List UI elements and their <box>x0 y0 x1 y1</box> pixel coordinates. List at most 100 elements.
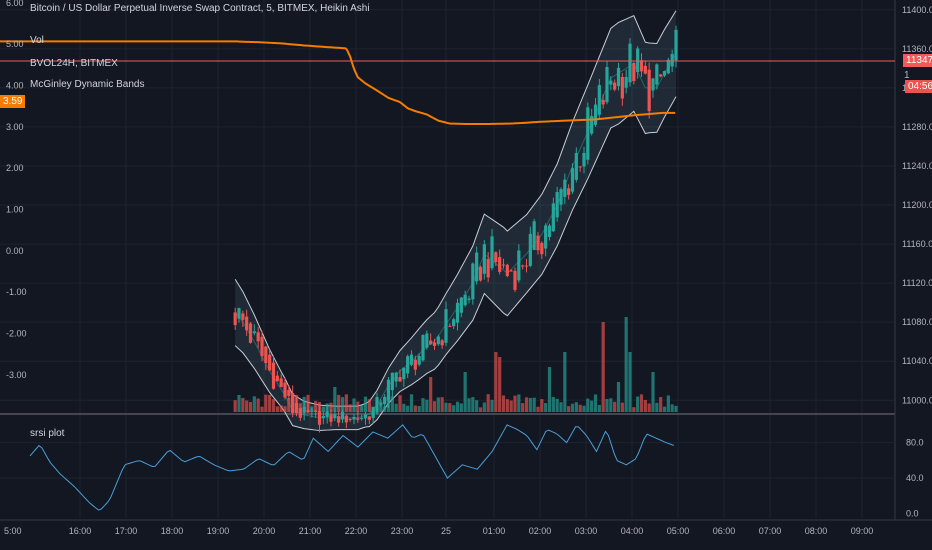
left-tick-label-5: 1.00 <box>6 205 24 215</box>
volume-bar-70 <box>501 395 506 412</box>
symbol-title[interactable]: Bitcoin / US Dollar Perpetual Inverse Sw… <box>30 3 370 14</box>
right-tick-label-9: 11360.0 <box>902 44 932 54</box>
x-tick-label-8: 25 <box>441 526 451 536</box>
candle-body-88 <box>570 168 575 192</box>
volume-bar-54 <box>440 397 444 412</box>
candle-body-45 <box>406 356 410 374</box>
candle-body-80 <box>540 242 544 255</box>
x-tick-label-partial: 5:00 <box>4 526 22 536</box>
mcginley-dynamic-bands <box>234 10 677 432</box>
candle-body-61 <box>467 298 471 300</box>
left-tick-label-6: 0.00 <box>6 246 24 256</box>
candle-body-15 <box>291 392 295 414</box>
volume-bar-31 <box>352 398 356 412</box>
legend-vol[interactable]: Vol <box>30 35 44 46</box>
volume-bar-29 <box>344 394 348 412</box>
candle-body-104 <box>632 63 636 82</box>
candle-body-92 <box>586 107 590 160</box>
candle-body-43 <box>398 377 402 382</box>
candle-body-35 <box>367 416 371 420</box>
volume-bar-35 <box>367 399 371 412</box>
volume-bar-14 <box>287 398 291 412</box>
candle-body-26 <box>333 414 337 419</box>
left-tick-label-1: 5.00 <box>6 39 24 49</box>
candle-body-7 <box>260 336 264 357</box>
volume-bar-8 <box>264 394 268 412</box>
x-tick-label-15: 07:00 <box>759 526 782 536</box>
band-fill <box>235 10 676 431</box>
volume-bar-61 <box>467 398 471 412</box>
x-tick-label-5: 21:00 <box>299 526 322 536</box>
candle-body-29 <box>344 415 348 423</box>
candle-body-62 <box>471 263 475 300</box>
volume-bar-77 <box>528 397 532 412</box>
volume-bar-3 <box>245 400 249 412</box>
candle-body-30 <box>348 419 352 421</box>
candle-body-56 <box>448 325 452 327</box>
candle-body-11 <box>275 375 279 382</box>
volume-bar-110 <box>655 402 659 412</box>
candle-body-3 <box>245 316 249 331</box>
candle-body-76 <box>524 265 529 267</box>
right-tick-label-2: 11080.0 <box>902 317 932 327</box>
volume-bar-87 <box>567 406 571 412</box>
axes: 11000.0 11040.0 11080.0 11120.0 11160.0 11200… <box>4 0 932 536</box>
candle-body-48 <box>417 355 421 365</box>
volume-bar-50 <box>425 399 429 412</box>
candle-body-69 <box>498 257 502 272</box>
volume-bar-79 <box>536 406 540 412</box>
last-price-badge: 11347.5 <box>903 54 932 67</box>
volume-bar-98 <box>609 398 613 412</box>
candle-body-9 <box>268 354 272 371</box>
band-lower <box>234 96 677 432</box>
volume-bar-91 <box>582 405 586 412</box>
volume-bar-12 <box>279 405 283 412</box>
candle-body-103 <box>628 43 632 83</box>
volume-bar-69 <box>498 357 502 412</box>
volume-bar-100 <box>616 382 621 412</box>
candle-body-5 <box>252 331 256 334</box>
volume-bar-90 <box>578 404 582 412</box>
legend-srsi[interactable]: srsi plot <box>30 428 65 439</box>
volume-bar-51 <box>429 377 433 412</box>
candle-body-74 <box>517 250 521 281</box>
candle-body-42 <box>394 372 398 382</box>
volume-bar-82 <box>547 367 552 412</box>
candle-body-31 <box>352 416 356 420</box>
volume-bar-27 <box>337 394 341 412</box>
candle-body-12 <box>279 378 283 387</box>
x-tick-label-16: 08:00 <box>805 526 828 536</box>
volume-bar-89 <box>574 402 578 412</box>
candle-body-22 <box>317 411 322 425</box>
volume-bar-64 <box>478 407 483 412</box>
volume-bar-97 <box>605 398 609 412</box>
left-tick-label-4: 2.00 <box>6 163 24 173</box>
volume-bar-74 <box>517 394 521 412</box>
candle-body-108 <box>647 69 651 112</box>
x-tick-label-7: 23:00 <box>391 526 414 536</box>
volume-bar-109 <box>651 372 655 412</box>
volume-bar-43 <box>398 395 402 412</box>
right-tick-label-10: 11400.0 <box>902 5 932 15</box>
candle-body-50 <box>425 333 429 348</box>
candle-body-21 <box>314 410 318 412</box>
x-tick-label-3: 19:00 <box>207 526 230 536</box>
left-tick-label-2: 4.00 <box>6 81 24 91</box>
volume-bar-33 <box>360 405 364 412</box>
heikin-ashi-candles <box>233 25 678 433</box>
bvol-value-badge: 3.59 <box>0 95 26 108</box>
candle-body-6 <box>256 332 260 342</box>
legend-mcginley[interactable]: McGinley Dynamic Bands <box>30 79 145 90</box>
candle-body-98 <box>609 80 613 85</box>
candle-body-53 <box>436 336 440 345</box>
candle-body-28 <box>340 412 345 420</box>
volume-bar-42 <box>394 403 398 412</box>
candle-body-65 <box>482 244 486 274</box>
volume-bar-52 <box>432 401 437 412</box>
volume-bar-112 <box>662 406 667 412</box>
legend-bvol[interactable]: BVOL24H, BITMEX <box>30 58 118 69</box>
candle-body-114 <box>670 53 674 67</box>
candle-body-19 <box>306 409 310 413</box>
candle-body-75 <box>521 265 525 267</box>
